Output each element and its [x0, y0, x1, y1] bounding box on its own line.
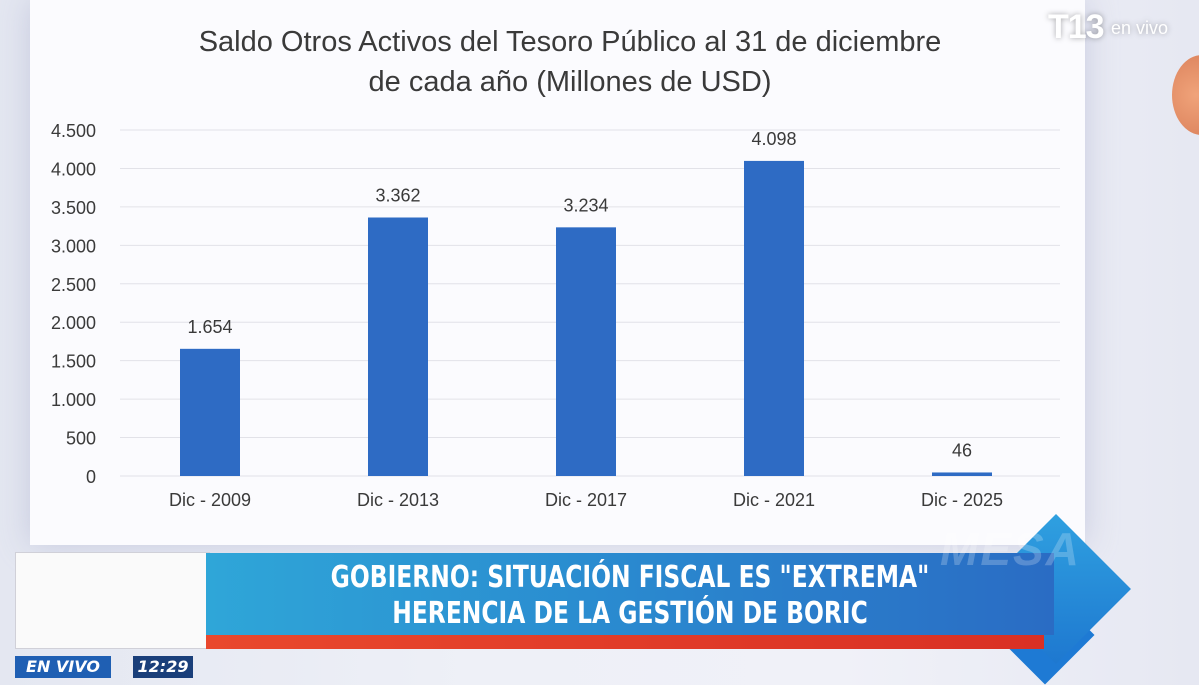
- y-tick-label: 1.500: [51, 352, 96, 372]
- bar-value-label: 3.362: [375, 185, 420, 205]
- y-tick-label: 3.000: [51, 236, 96, 256]
- clock-badge: 12:29: [133, 656, 193, 678]
- news-headline: GOBIERNO: SITUACIÓN FISCAL ES "EXTREMA" …: [299, 560, 960, 632]
- headline-line1: GOBIERNO: SITUACIÓN FISCAL ES "EXTREMA": [330, 560, 930, 595]
- bar-value-label: 4.098: [751, 129, 796, 149]
- x-category-label: Dic - 2021: [733, 490, 815, 510]
- news-banner: [206, 553, 1054, 635]
- chart-title-line1: Saldo Otros Activos del Tesoro Público a…: [198, 26, 942, 58]
- bar-value-label: 1.654: [187, 317, 232, 337]
- chart-title-line2: de cada año (Millones de USD): [368, 66, 772, 98]
- channel-logo-subtitle: en vivo: [1111, 18, 1169, 38]
- bar: [744, 160, 804, 476]
- bar: [556, 227, 616, 476]
- y-tick-label: 2.000: [51, 313, 96, 333]
- y-tick-label: 500: [66, 429, 96, 449]
- y-tick-label: 1.000: [51, 390, 96, 410]
- bar-value-label: 46: [952, 440, 972, 460]
- y-tick-label: 0: [86, 467, 96, 487]
- bar: [180, 348, 240, 476]
- x-category-label: Dic - 2009: [169, 490, 251, 510]
- bar-value-label: 3.234: [563, 195, 608, 215]
- banner-accent-strip: [206, 635, 1044, 649]
- y-tick-label: 4.000: [51, 159, 96, 179]
- y-tick-label: 3.500: [51, 198, 96, 218]
- y-tick-label: 2.500: [51, 275, 96, 295]
- x-category-label: Dic - 2017: [545, 490, 627, 510]
- chart-title: Saldo Otros Activos del Tesoro Público a…: [100, 22, 1040, 102]
- x-category-label: Dic - 2025: [921, 490, 1003, 510]
- banner-ghost-text: MESA: [940, 523, 1081, 575]
- live-badge: EN VIVO: [15, 656, 111, 678]
- y-tick-label: 4.500: [51, 121, 96, 141]
- lower-third-blank-panel: [15, 552, 210, 649]
- bar: [368, 217, 428, 476]
- x-category-label: Dic - 2013: [357, 490, 439, 510]
- channel-logo: T13: [1048, 8, 1105, 46]
- bar: [932, 472, 992, 476]
- headline-line2: HERENCIA DE LA GESTIÓN DE BORIC: [392, 596, 868, 631]
